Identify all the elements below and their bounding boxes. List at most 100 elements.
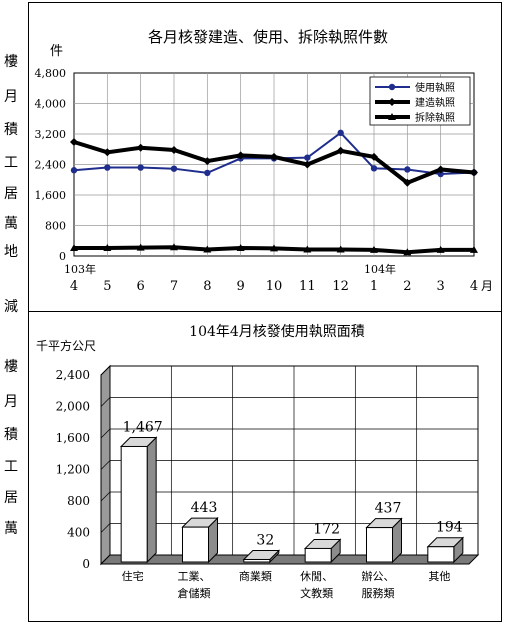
line-point-series-2 <box>170 146 178 155</box>
line-x-tick-label: 9 <box>237 279 245 294</box>
bar-gridline-side <box>100 365 111 376</box>
line-x-tick-label: 8 <box>203 279 211 294</box>
line-point-series-1 <box>170 165 178 172</box>
line-point-series-2 <box>103 148 112 157</box>
line-point-series-2 <box>436 165 445 174</box>
line-point-series-1 <box>204 169 211 177</box>
line-point-series-2 <box>203 157 212 166</box>
bar-floor <box>99 554 480 565</box>
line-x-tick-label: 6 <box>137 279 145 294</box>
line-point-series-3 <box>370 245 378 253</box>
bar-y-tick-label: 2,400 <box>56 368 90 382</box>
line-x-tick-label: 10 <box>266 279 283 294</box>
bar-x-tick-label: 辦公、 <box>362 569 395 583</box>
bar-side <box>146 436 157 564</box>
line-point-series-3 <box>170 243 178 251</box>
line-x-tick-label: 12 <box>332 279 349 294</box>
legend-label: 使用執照 <box>415 81 455 94</box>
side-char: 月 <box>4 394 18 410</box>
bar-value-label: 1,467 <box>123 419 163 435</box>
bar-value-label: 32 <box>256 532 274 548</box>
line-x-tick-label: 7 <box>170 279 178 294</box>
line-point-series-1 <box>337 129 344 137</box>
line-x-tick-label: 11 <box>299 279 316 294</box>
bar-x-tick-label: 住宅 <box>122 569 144 583</box>
line-point-series-1 <box>370 165 378 172</box>
line-point-series-3 <box>470 245 478 253</box>
line-point-series-3 <box>103 243 112 251</box>
line-point-series-3 <box>303 245 312 253</box>
line-point-series-1 <box>404 166 411 173</box>
side-char: 月 <box>4 89 18 105</box>
bar-gridline-side <box>100 397 111 407</box>
line-year-marker: 103年 <box>64 262 96 276</box>
side-char: 地 <box>4 244 18 260</box>
bar <box>304 547 332 563</box>
bar-gridline-side <box>100 428 111 439</box>
side-char: 萬 <box>4 521 18 537</box>
line-point-series-2 <box>336 146 345 155</box>
line-point-series-3 <box>236 243 245 251</box>
side-char: 減 <box>4 299 18 315</box>
side-char: 萬 <box>4 216 18 232</box>
legend-marker <box>388 83 396 91</box>
legend-label: 建造執照 <box>415 96 455 109</box>
bar <box>366 527 393 563</box>
side-char: 積 <box>4 122 18 138</box>
line-y-tick-label: 4,800 <box>35 67 67 80</box>
bar-x-tick-label: 商業類 <box>239 569 272 583</box>
line-point-series-3 <box>270 244 278 252</box>
line-point-series-1 <box>137 164 144 171</box>
line-point-series-2 <box>70 138 78 147</box>
line-y-tick-label: 1,600 <box>35 189 67 202</box>
line-y-tick-label: 2,400 <box>35 159 67 172</box>
line-point-series-2 <box>236 151 245 160</box>
line-point-series-2 <box>270 152 278 161</box>
chart-frame <box>28 2 502 622</box>
line-y-tick-label: 0 <box>59 250 66 263</box>
bar-value-label: 172 <box>313 521 340 537</box>
line-x-tick-label: 5 <box>103 279 111 294</box>
line-point-series-3 <box>336 245 345 253</box>
side-char: 居 <box>4 490 18 506</box>
line-x-tick-label: 4 <box>470 279 478 294</box>
legend-marker <box>388 113 396 120</box>
bar-chart-y-unit: 千平方公尺 <box>36 338 96 353</box>
bar <box>427 546 455 563</box>
bar <box>120 445 148 563</box>
line-point-series-3 <box>203 245 212 253</box>
line-point-series-2 <box>136 143 145 152</box>
bar-x-tick-label: 休閒、 <box>300 570 333 583</box>
line-year-marker: 104年 <box>364 262 396 276</box>
bar-value-label: 194 <box>436 520 463 536</box>
bar-y-tick-label: 800 <box>67 494 90 508</box>
line-x-tick-label: 1 <box>370 279 378 294</box>
legend-marker <box>388 98 396 106</box>
line-point-series-2 <box>370 152 378 161</box>
bar-value-label: 443 <box>191 500 218 516</box>
side-char: 工 <box>4 459 18 475</box>
line-point-series-3 <box>436 245 445 253</box>
line-point-series-2 <box>470 168 478 177</box>
bar-gridline-side <box>100 491 111 502</box>
line-y-tick-label: 3,200 <box>35 128 67 141</box>
line-point-series-2 <box>403 178 412 187</box>
bar-x-tick-label: 倉儲類 <box>178 586 211 600</box>
bar-y-tick-label: 0 <box>82 557 90 571</box>
bar-x-tick-label: 文教類 <box>300 586 333 600</box>
line-point-series-3 <box>403 248 412 256</box>
side-char: 工 <box>4 155 18 171</box>
line-chart-title: 各月核發建造、使用、拆除執照件數 <box>148 28 388 46</box>
side-text-column: 樓月積工居萬地減樓月積工居萬 <box>0 0 28 624</box>
bar <box>243 558 271 563</box>
chart-divider <box>28 311 502 312</box>
line-x-unit: 月 <box>481 279 493 293</box>
line-point-series-1 <box>437 170 444 178</box>
line-point-series-1 <box>104 164 111 171</box>
bar-x-tick-label: 服務類 <box>362 586 395 600</box>
line-x-tick-label: 2 <box>403 279 411 294</box>
line-point-series-1 <box>70 167 78 174</box>
bar-y-tick-label: 2,000 <box>56 400 90 414</box>
